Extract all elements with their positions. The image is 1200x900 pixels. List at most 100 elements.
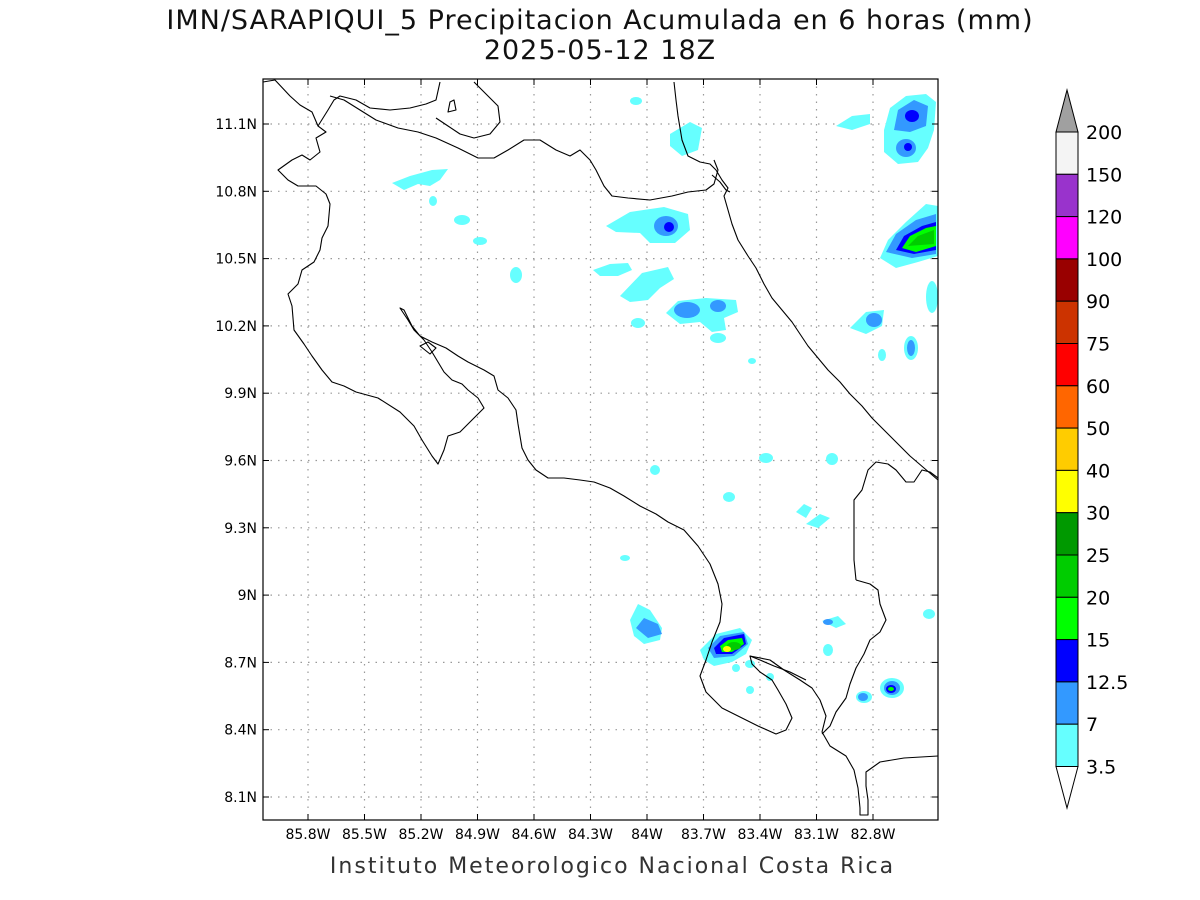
x-tick-label: 83.1W xyxy=(794,827,839,843)
x-tick-label: 84W xyxy=(631,827,663,843)
panama-border xyxy=(853,461,939,581)
credit-line: Instituto Meteorologico Nacional Costa R… xyxy=(329,854,896,879)
map-title: IMN/SARAPIQUI_5 Precipitacion Acumulada … xyxy=(166,5,1034,36)
rain-cell xyxy=(904,143,912,151)
rain-cell xyxy=(510,267,522,283)
map-subtitle: 2025-05-12 18Z xyxy=(483,35,717,66)
axis-ticks xyxy=(263,79,938,820)
colorbar-swatch xyxy=(1055,131,1079,175)
rain-cell xyxy=(826,453,838,465)
y-axis-labels: 11.1N 10.8N 10.5N 10.2N 9.9N 9.6N 9.3N 9N 8.7N 8.… xyxy=(215,117,257,806)
y-tick-label: 8.1N xyxy=(224,790,257,806)
rain-cell xyxy=(806,514,830,528)
nicaragua-pacific-coast xyxy=(262,79,939,816)
rain-cell-north xyxy=(392,169,448,190)
rain-cell-northeast xyxy=(670,122,702,156)
y-tick-label: 8.4N xyxy=(224,723,257,739)
colorbar-label: 60 xyxy=(1086,376,1110,398)
colorbar-label: 12.5 xyxy=(1086,672,1128,694)
rain-cell xyxy=(858,693,868,701)
colorbar-label: 40 xyxy=(1086,460,1110,482)
rain-cell-max xyxy=(723,646,731,652)
colorbar-swatch xyxy=(1055,681,1079,725)
x-tick-label: 85.8W xyxy=(285,827,330,843)
colorbar-swatch xyxy=(1055,596,1079,641)
x-tick-label: 84.9W xyxy=(455,827,500,843)
colorbar-label: 25 xyxy=(1086,545,1110,567)
rain-cell xyxy=(923,609,935,619)
x-tick-label: 82.8W xyxy=(850,827,895,843)
rain-cell xyxy=(664,222,674,232)
rain-cell xyxy=(473,237,487,245)
panama-border-south xyxy=(821,579,887,735)
colorbar-label: 15 xyxy=(1086,630,1110,652)
rain-cell xyxy=(748,358,756,364)
nicoya-island xyxy=(419,341,437,355)
colorbar-label: 100 xyxy=(1086,249,1122,271)
colorbar-label: 30 xyxy=(1086,503,1110,525)
colorbar-swatch xyxy=(1055,723,1079,768)
caribbean-coast xyxy=(673,81,939,481)
rain-cell xyxy=(823,644,833,656)
rain-cell xyxy=(650,465,660,475)
rain-cell xyxy=(836,114,870,130)
colorbar-top-arrow xyxy=(1055,88,1079,133)
colorbar-swatch xyxy=(1055,385,1079,429)
rain-cell xyxy=(593,263,632,276)
colorbar-bottom-arrow xyxy=(1055,766,1079,810)
colorbar-swatch xyxy=(1055,343,1079,387)
x-tick-label: 83.7W xyxy=(681,827,726,843)
x-axis-labels: 85.8W 85.5W 85.2W 84.9W 84.6W 84.3W 84W 83.7W 83… xyxy=(285,827,895,843)
rain-cell xyxy=(710,333,726,343)
precipitation-colorbar: 200 150 120 100 90 75 60 50 40 30 25 20 15 12.5 7 3.5 xyxy=(1055,88,1128,810)
y-tick-label: 11.1N xyxy=(215,117,257,133)
colorbar-label: 75 xyxy=(1086,334,1110,356)
rain-cell xyxy=(878,349,886,361)
rain-cell xyxy=(766,673,774,681)
colorbar-label: 120 xyxy=(1086,207,1122,229)
x-tick-label: 84.6W xyxy=(511,827,556,843)
colorbar-label: 200 xyxy=(1086,122,1122,144)
colorbar-swatch xyxy=(1055,512,1079,556)
rain-cell xyxy=(823,619,833,625)
colorbar-label: 50 xyxy=(1086,418,1110,440)
y-tick-label: 8.7N xyxy=(224,655,257,671)
nicaragua-lake-shore xyxy=(317,81,441,127)
y-tick-label: 10.5N xyxy=(215,252,257,268)
colorbar-swatch xyxy=(1055,173,1079,218)
colorbar-swatch xyxy=(1055,258,1079,302)
coastlines xyxy=(262,79,939,816)
colorbar-swatch xyxy=(1055,469,1079,514)
map-frame xyxy=(262,78,939,821)
rain-cell xyxy=(745,660,755,668)
colorbar-swatch xyxy=(1055,554,1079,598)
rain-cell xyxy=(620,555,630,561)
rain-cell xyxy=(630,97,642,105)
colorbar-label: 90 xyxy=(1086,291,1110,313)
rain-cell xyxy=(759,453,773,463)
nicaragua-lake-shore-south xyxy=(329,95,719,201)
rain-cell xyxy=(908,230,934,246)
rain-cell xyxy=(732,664,740,672)
rain-cell xyxy=(746,686,754,694)
san-andres-shore xyxy=(711,174,731,193)
rain-cell xyxy=(905,110,919,122)
colorbar-label: 3.5 xyxy=(1086,757,1116,779)
colorbar-swatch xyxy=(1055,300,1079,345)
y-tick-label: 9N xyxy=(238,588,257,604)
rain-cell-central xyxy=(666,298,738,332)
colorbar-swatch xyxy=(1055,427,1079,471)
rain-cell xyxy=(888,687,894,691)
rain-cell xyxy=(620,267,674,302)
x-tick-label: 85.5W xyxy=(342,827,387,843)
x-tick-label: 83.4W xyxy=(737,827,782,843)
y-tick-label: 10.8N xyxy=(215,184,257,200)
rain-cell xyxy=(907,340,915,356)
rain-cell xyxy=(636,618,662,638)
x-tick-label: 84.3W xyxy=(568,827,613,843)
rain-cell xyxy=(723,492,735,502)
colorbar-label: 7 xyxy=(1086,714,1098,736)
colorbar-label: 150 xyxy=(1086,164,1122,186)
osa-gulf-coast xyxy=(749,655,807,681)
